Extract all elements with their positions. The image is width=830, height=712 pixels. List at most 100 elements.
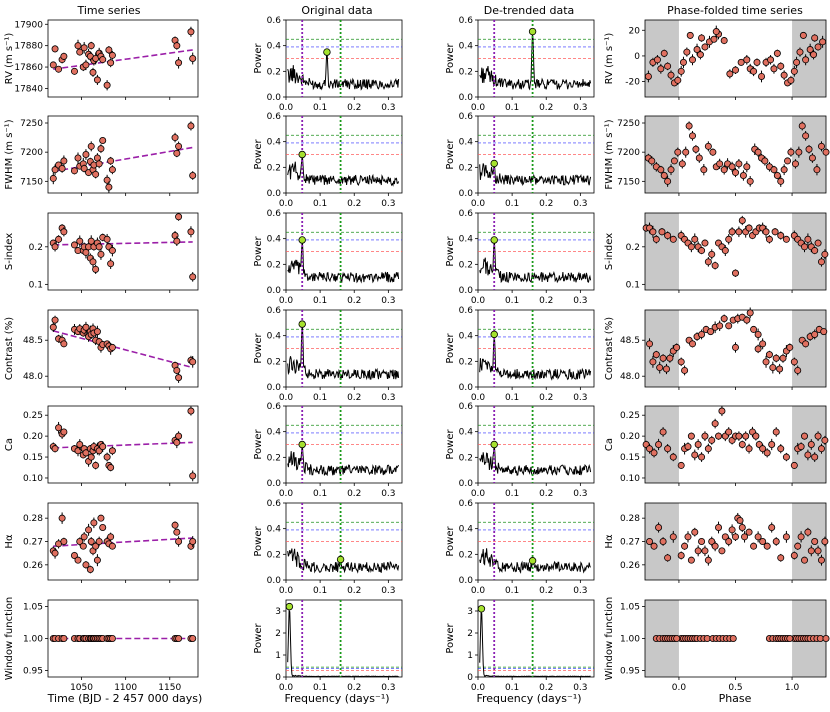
phase-point-1-26-0 [664, 177, 672, 185]
detr-periodogram-line-6 [479, 610, 591, 678]
time-trend-line-5 [53, 537, 193, 547]
orig-xtick-5-2-label: 0.2 [347, 586, 361, 596]
phase-point-4-19-1 [742, 432, 750, 440]
detr-xtick-3-0-label: 0.0 [471, 393, 486, 403]
detr-xtick-5-3-label: 0.3 [573, 586, 587, 596]
time-point-5-3 [58, 514, 66, 522]
detr-ytick-4-2-label: 0.4 [459, 428, 474, 438]
time-point-5-18 [95, 538, 103, 546]
phase-point-3-18-1 [754, 330, 762, 338]
detr-ylabel-1: Power [445, 138, 456, 169]
phase-point-4-25-0 [650, 449, 658, 457]
phase-ylabel-4: Ca [604, 438, 615, 451]
phase-point-4-28-0 [664, 445, 672, 453]
time-ytick-4-0-label: 0.10 [23, 474, 43, 484]
phase-point-2-17-1 [735, 228, 743, 236]
phase-point-2-26-1 [765, 235, 773, 243]
time-ytick-1-0-label: 7150 [20, 177, 43, 187]
time-ylabel-4: Ca [4, 438, 15, 451]
phase-xtick-6-1-label: 0.5 [728, 683, 742, 693]
orig-ytick-0-1-label: 0.2 [267, 67, 281, 77]
time-point-5-10 [82, 561, 90, 569]
phase-ytick-4-1-label: 0.15 [620, 453, 640, 463]
time-ylabel-6: Window function [4, 597, 15, 680]
time-ytick-5-0-label: 0.26 [23, 561, 43, 571]
phase-point-2-8-1 [704, 258, 712, 266]
phase-point-6-11-2 [822, 635, 830, 643]
orig-ytick-1-2-label: 0.4 [267, 138, 282, 148]
detr-ytick-2-0-label: 0.0 [459, 286, 474, 296]
detr-ytick-6-2-label: 2 [467, 629, 473, 639]
detr-ytick-5-3-label: 0.6 [459, 499, 474, 509]
phase-point-0-28-1 [712, 28, 720, 36]
detr-xtick-4-2-label: 0.2 [539, 489, 553, 499]
time-ytick-4-3-label: 0.25 [23, 411, 43, 421]
phase-shade-left-2 [645, 213, 679, 290]
time-point-1-9 [80, 164, 88, 172]
detr-xtick-1-0-label: 0.0 [471, 199, 486, 209]
orig-peak-marker-1 [298, 150, 306, 159]
time-point-5-29 [189, 538, 197, 546]
phase-point-5-18-1 [736, 517, 744, 525]
phase-point-5-23-1 [754, 533, 762, 541]
time-ytick-1-1-label: 7200 [20, 148, 43, 158]
orig-ytick-4-3-label: 0.6 [267, 402, 282, 412]
phase-point-4-0-1 [677, 461, 685, 469]
phase-point-3-16-1 [746, 309, 754, 317]
phase-point-1-17-1 [743, 163, 751, 171]
phase-ylabel-5: Hα [604, 534, 615, 549]
orig-xtick-4-3-label: 0.3 [381, 489, 395, 499]
detr-ytick-1-1-label: 0.2 [459, 163, 473, 173]
detr-ytick-2-1-label: 0.2 [459, 260, 473, 270]
time-point-6-4 [60, 635, 68, 643]
phase-ylabel-1: FWHM (m s⁻¹) [604, 119, 615, 189]
time-point-1-27 [175, 142, 183, 150]
phase-point-5-6-1 [698, 538, 706, 546]
phase-point-2-3-2 [801, 243, 809, 251]
time-point-4-23 [107, 464, 115, 472]
phase-point-4-22-1 [752, 432, 760, 440]
time-point-5-5 [70, 552, 78, 560]
time-ytick-3-1-label: 48.5 [23, 336, 43, 346]
detr-xtick-2-1-label: 0.1 [505, 296, 519, 306]
time-point-0-9 [80, 44, 88, 52]
time-point-1-3 [58, 164, 66, 172]
phase-ytick-0-0-label: -20 [625, 78, 640, 88]
phase-point-4-6-2 [811, 453, 819, 461]
phase-point-0-4-1 [689, 56, 697, 64]
x-label-time: Time (BJD - 2 457 000 days) [47, 692, 203, 705]
detr-ytick-5-1-label: 0.2 [459, 550, 473, 560]
time-point-5-27 [175, 538, 183, 546]
time-point-2-29 [189, 273, 197, 281]
phase-point-5-1-1 [681, 542, 689, 550]
phase-point-3-23-1 [772, 354, 780, 362]
time-ytick-1-2-label: 7250 [20, 119, 43, 129]
phase-point-2-4-1 [691, 235, 699, 243]
phase-shade-right-5 [792, 503, 826, 580]
phase-point-4-9-2 [821, 436, 829, 444]
orig-ytick-0-0-label: 0.0 [267, 93, 282, 103]
phase-point-4-9-1 [708, 436, 716, 444]
time-point-2-26 [173, 237, 181, 245]
orig-ytick-3-2-label: 0.4 [267, 332, 282, 342]
detr-panel-frame-6 [477, 599, 595, 678]
time-point-5-19 [97, 514, 105, 522]
time-point-5-4 [60, 538, 68, 546]
time-point-1-13 [87, 142, 95, 150]
phase-point-3-23-0 [659, 354, 667, 362]
phase-point-0-1-2 [793, 58, 801, 66]
detr-periodogram-line-1 [479, 163, 592, 187]
orig-xtick-0-1-label: 0.1 [313, 103, 327, 113]
phase-point-0-21-1 [770, 65, 778, 73]
detr-xtick-0-1-label: 0.1 [505, 103, 519, 113]
phase-point-4-2-1 [684, 443, 692, 451]
phase-point-0-2-2 [796, 48, 804, 56]
detr-xtick-0-0-label: 0.0 [471, 103, 486, 113]
phase-point-6-26-0 [673, 635, 681, 643]
phase-point-5-19-1 [738, 524, 746, 532]
orig-xtick-6-1-label: 0.1 [313, 683, 327, 693]
phase-point-5-8-2 [817, 556, 825, 564]
time-point-0-4 [60, 52, 68, 60]
phase-point-0-18-0 [644, 72, 652, 80]
